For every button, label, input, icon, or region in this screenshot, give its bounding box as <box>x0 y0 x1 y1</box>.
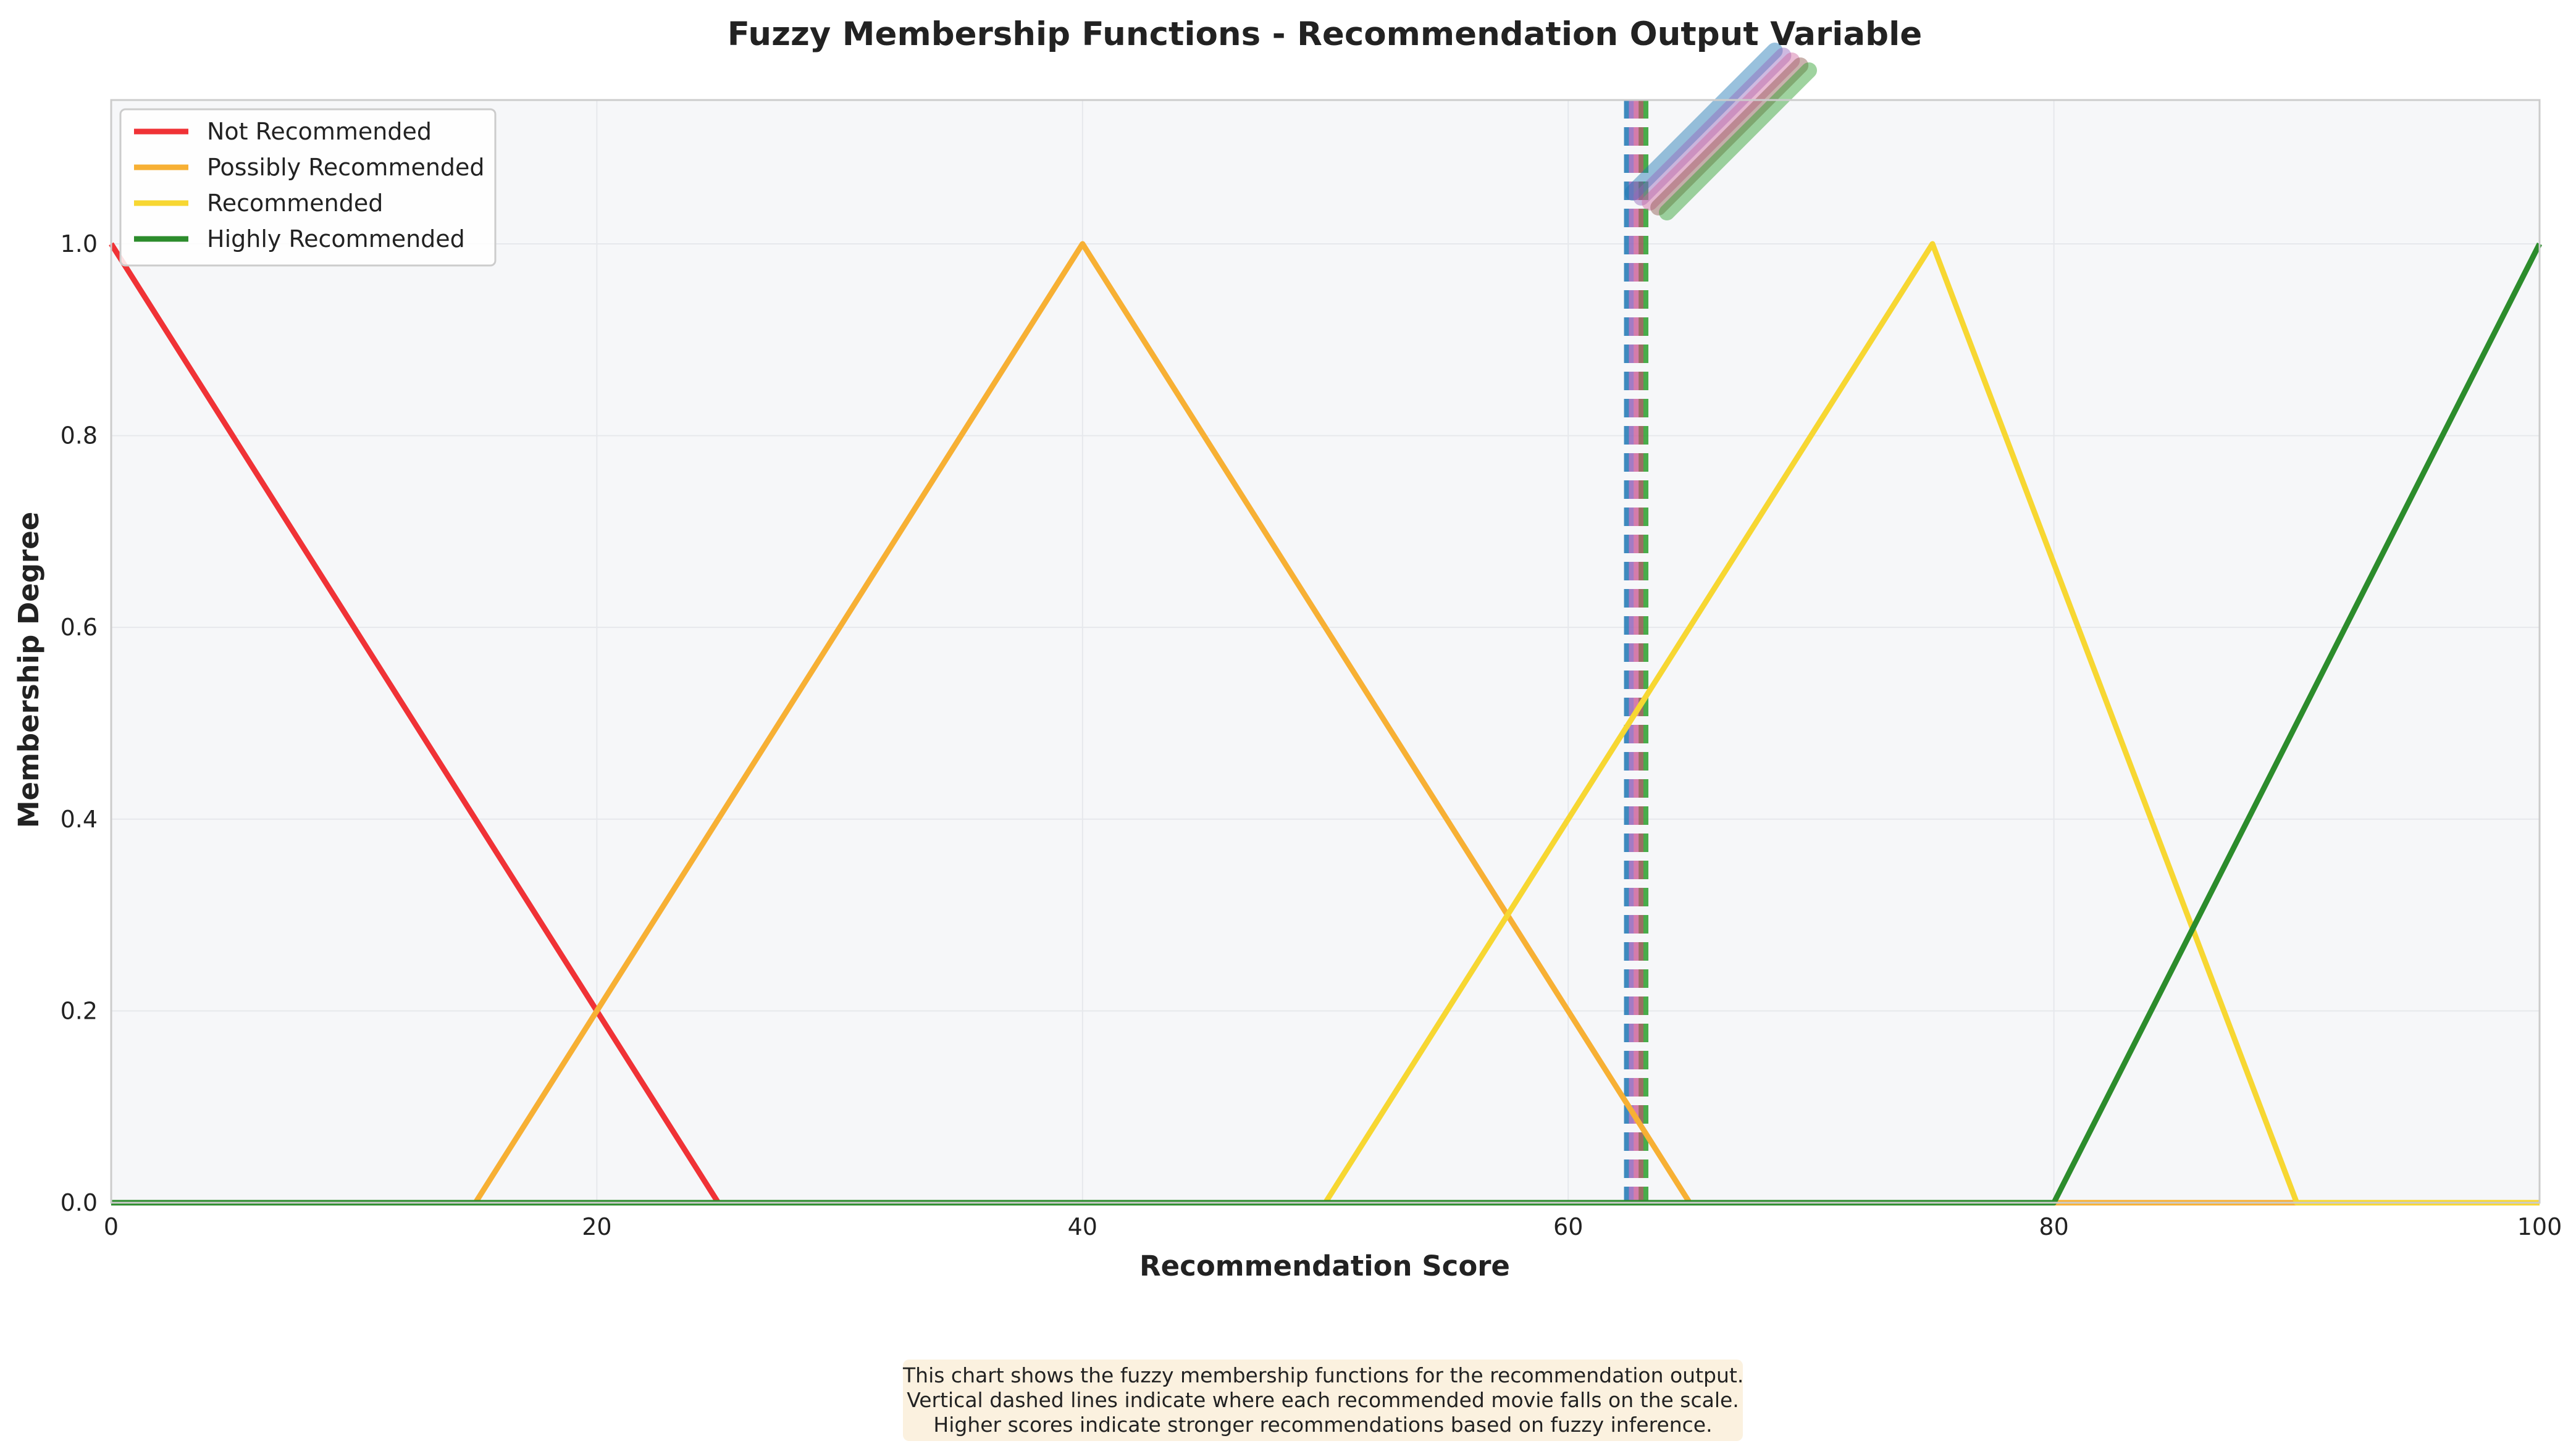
movie-annotation-mark <box>1633 48 1792 206</box>
chart-note: This chart shows the fuzzy membership fu… <box>903 1360 1743 1441</box>
x-axis-ticks: 0 20 40 60 80 100 <box>104 1213 2562 1240</box>
plot-area <box>111 100 2540 1203</box>
y-tick-label: 0.2 <box>61 997 98 1024</box>
movie-annotation-mark <box>1650 57 1809 215</box>
x-tick-label: 60 <box>1553 1213 1583 1240</box>
x-tick-label: 0 <box>104 1213 119 1240</box>
legend-label: Possibly Recommended <box>207 154 485 181</box>
note-line: This chart shows the fuzzy membership fu… <box>903 1363 1744 1387</box>
y-tick-label: 0.8 <box>61 422 98 449</box>
x-axis-label: Recommendation Score <box>1139 1250 1510 1282</box>
y-tick-label: 0.6 <box>61 614 98 641</box>
y-tick-label: 1.0 <box>61 230 98 257</box>
movie-annotation-mark <box>1624 43 1783 201</box>
movie-score-annotations <box>1624 43 1818 220</box>
y-axis-label: Membership Degree <box>12 512 45 829</box>
movie-score-lines <box>1624 100 1649 1203</box>
plot-frame <box>110 99 2541 1204</box>
y-tick-label: 0.0 <box>61 1189 98 1216</box>
movie-annotation-mark <box>1659 62 1818 220</box>
legend-label: Highly Recommended <box>207 225 465 253</box>
x-tick-label: 80 <box>2039 1213 2068 1240</box>
note-line: Vertical dashed lines indicate where eac… <box>907 1388 1739 1412</box>
legend-label: Not Recommended <box>207 118 432 145</box>
legend: Not Recommended Possibly Recommended Recom… <box>119 108 497 267</box>
note-line: Higher scores indicate stronger recommen… <box>933 1413 1713 1437</box>
movie-annotation-mark <box>1642 52 1800 211</box>
y-tick-label: 0.4 <box>61 806 98 833</box>
legend-label: Recommended <box>207 190 383 217</box>
y-axis-ticks: 0.0 0.2 0.4 0.6 0.8 1.0 <box>61 230 98 1216</box>
chart-title: Fuzzy Membership Functions - Recommendat… <box>728 15 1922 53</box>
legend-box <box>119 108 497 267</box>
x-tick-label: 40 <box>1068 1213 1097 1240</box>
x-tick-label: 20 <box>582 1213 611 1240</box>
x-tick-label: 100 <box>2517 1213 2562 1240</box>
